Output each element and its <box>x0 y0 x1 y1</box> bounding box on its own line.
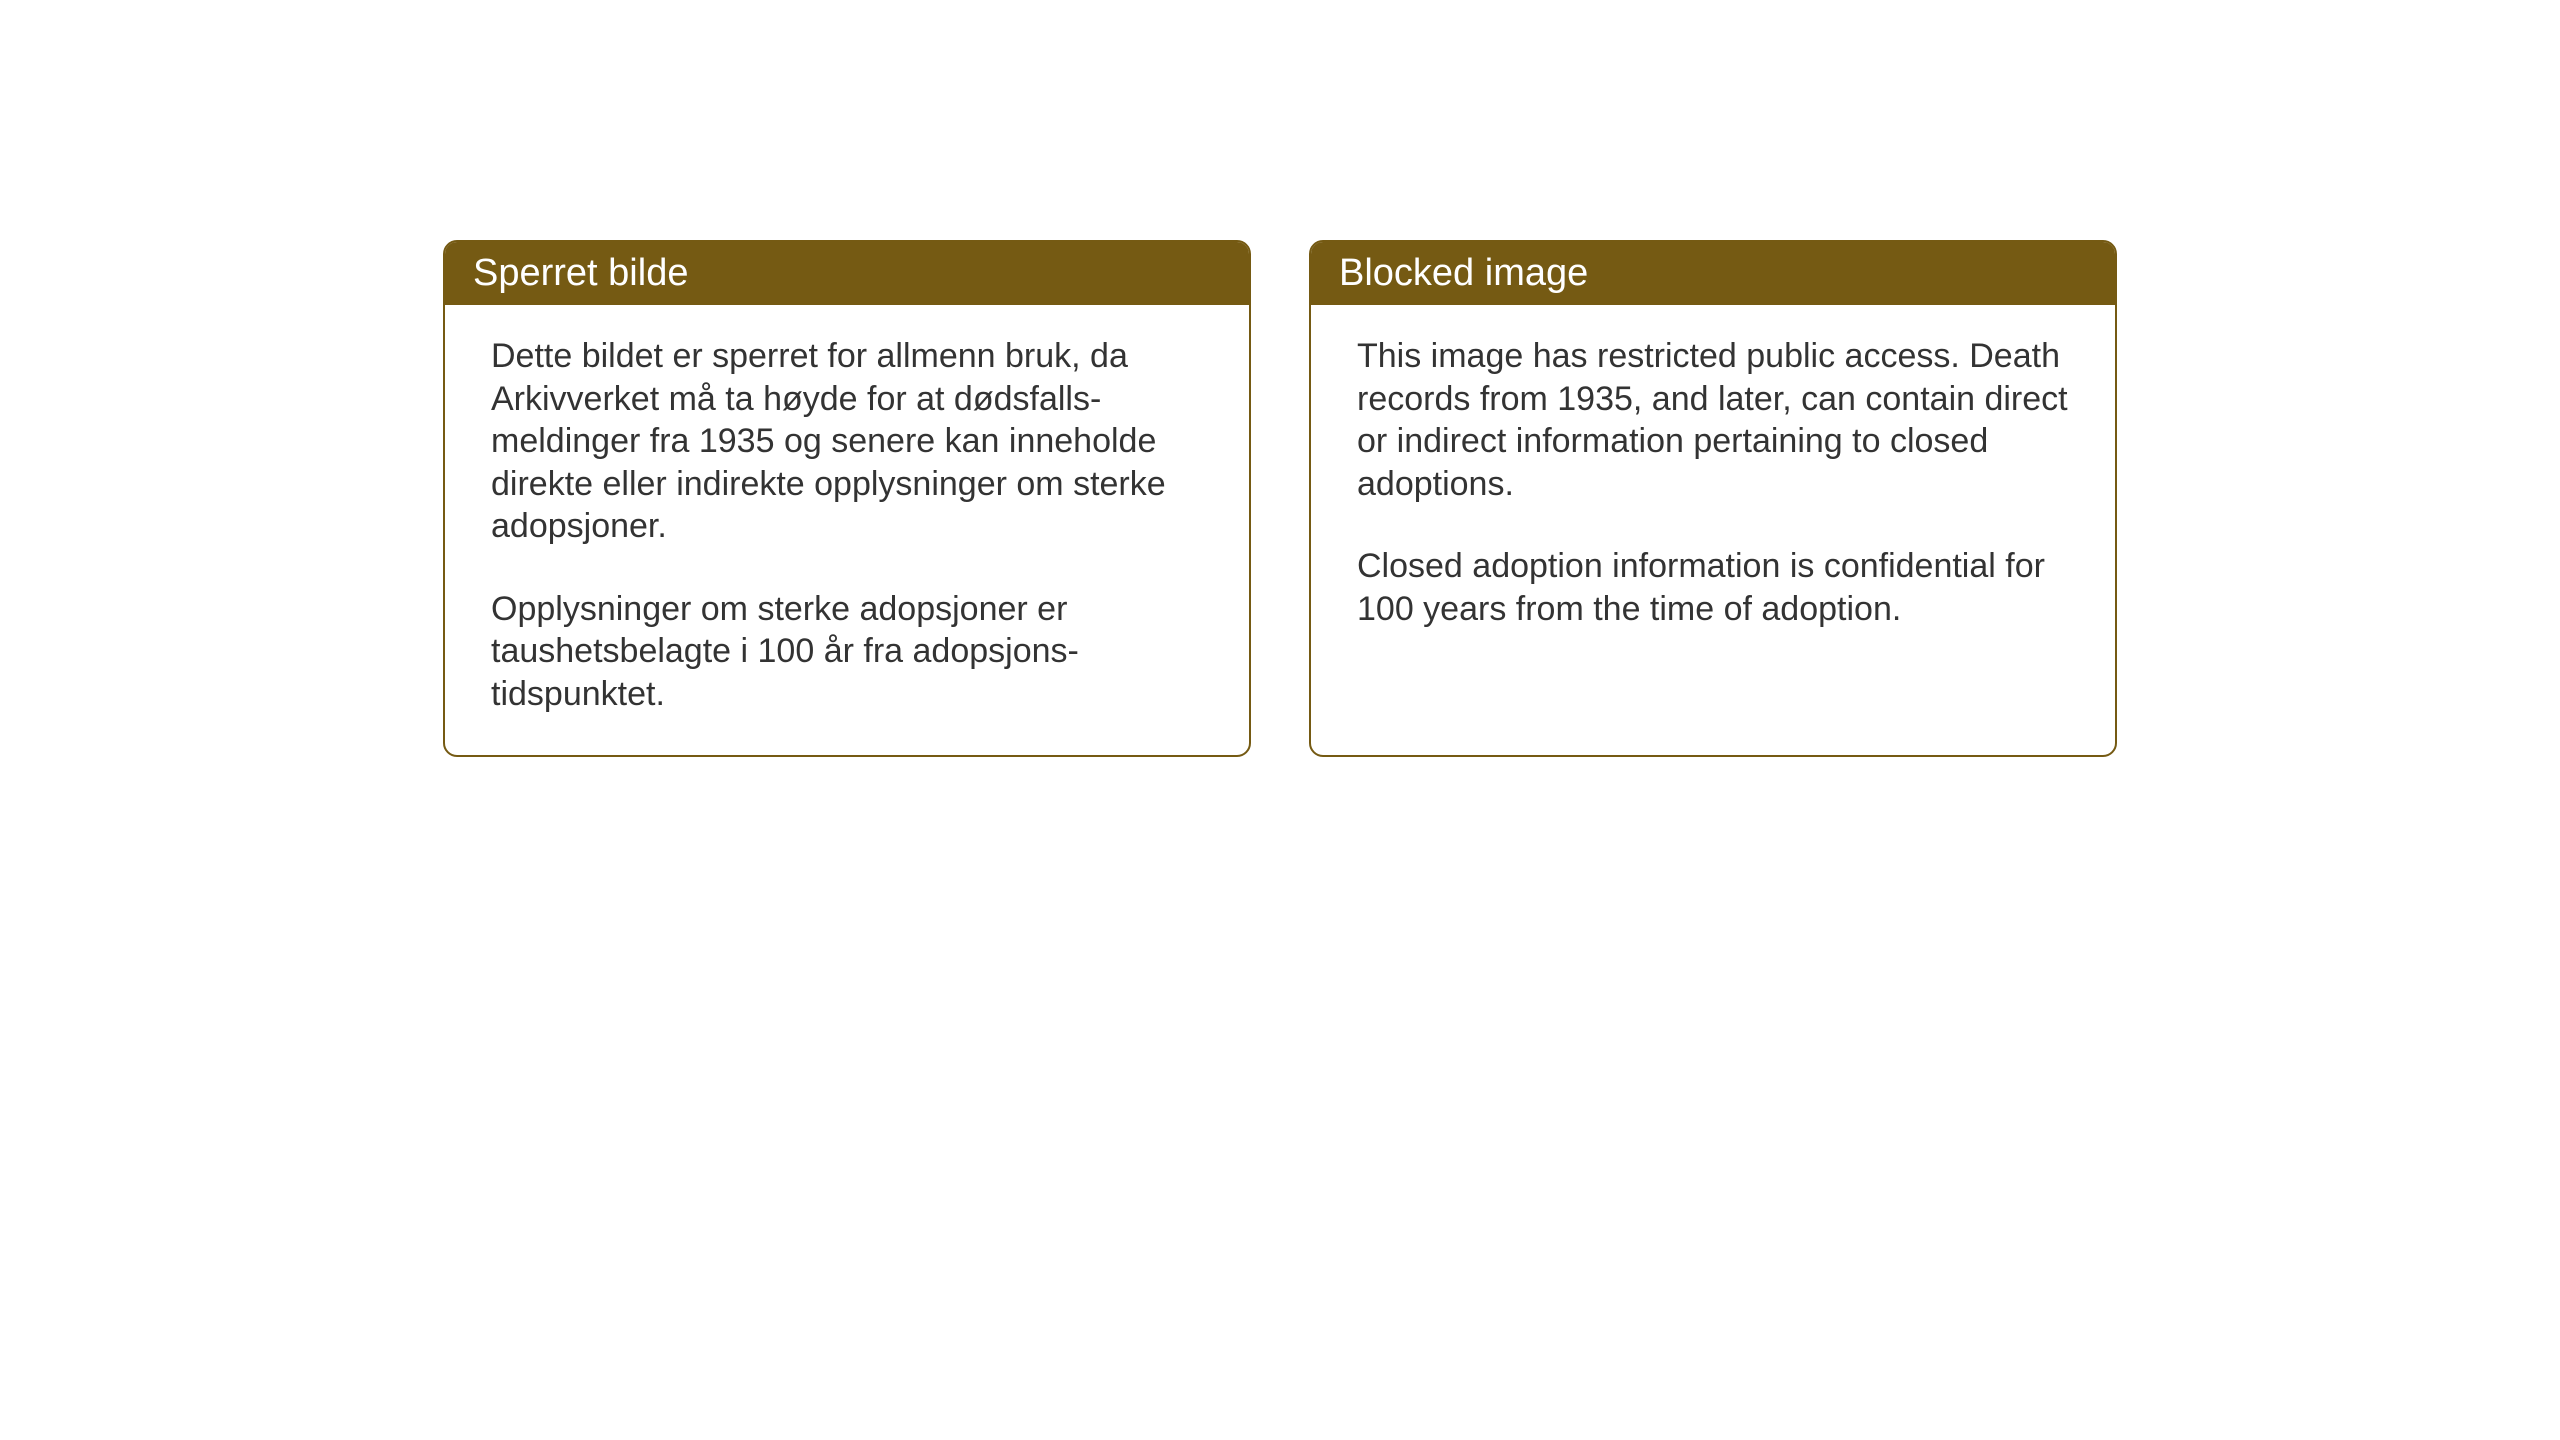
notice-title-english: Blocked image <box>1339 252 1588 294</box>
notice-container: Sperret bilde Dette bildet er sperret fo… <box>443 240 2117 757</box>
notice-header-norwegian: Sperret bilde <box>445 242 1249 305</box>
notice-card-norwegian: Sperret bilde Dette bildet er sperret fo… <box>443 240 1251 757</box>
notice-card-english: Blocked image This image has restricted … <box>1309 240 2117 757</box>
notice-paragraph-1-norwegian: Dette bildet er sperret for allmenn bruk… <box>491 335 1203 548</box>
notice-header-english: Blocked image <box>1311 242 2115 305</box>
notice-title-norwegian: Sperret bilde <box>473 252 688 294</box>
notice-body-norwegian: Dette bildet er sperret for allmenn bruk… <box>445 305 1249 755</box>
notice-paragraph-1-english: This image has restricted public access.… <box>1357 335 2069 505</box>
notice-paragraph-2-norwegian: Opplysninger om sterke adopsjoner er tau… <box>491 588 1203 716</box>
notice-paragraph-2-english: Closed adoption information is confident… <box>1357 545 2069 630</box>
notice-body-english: This image has restricted public access.… <box>1311 305 2115 719</box>
